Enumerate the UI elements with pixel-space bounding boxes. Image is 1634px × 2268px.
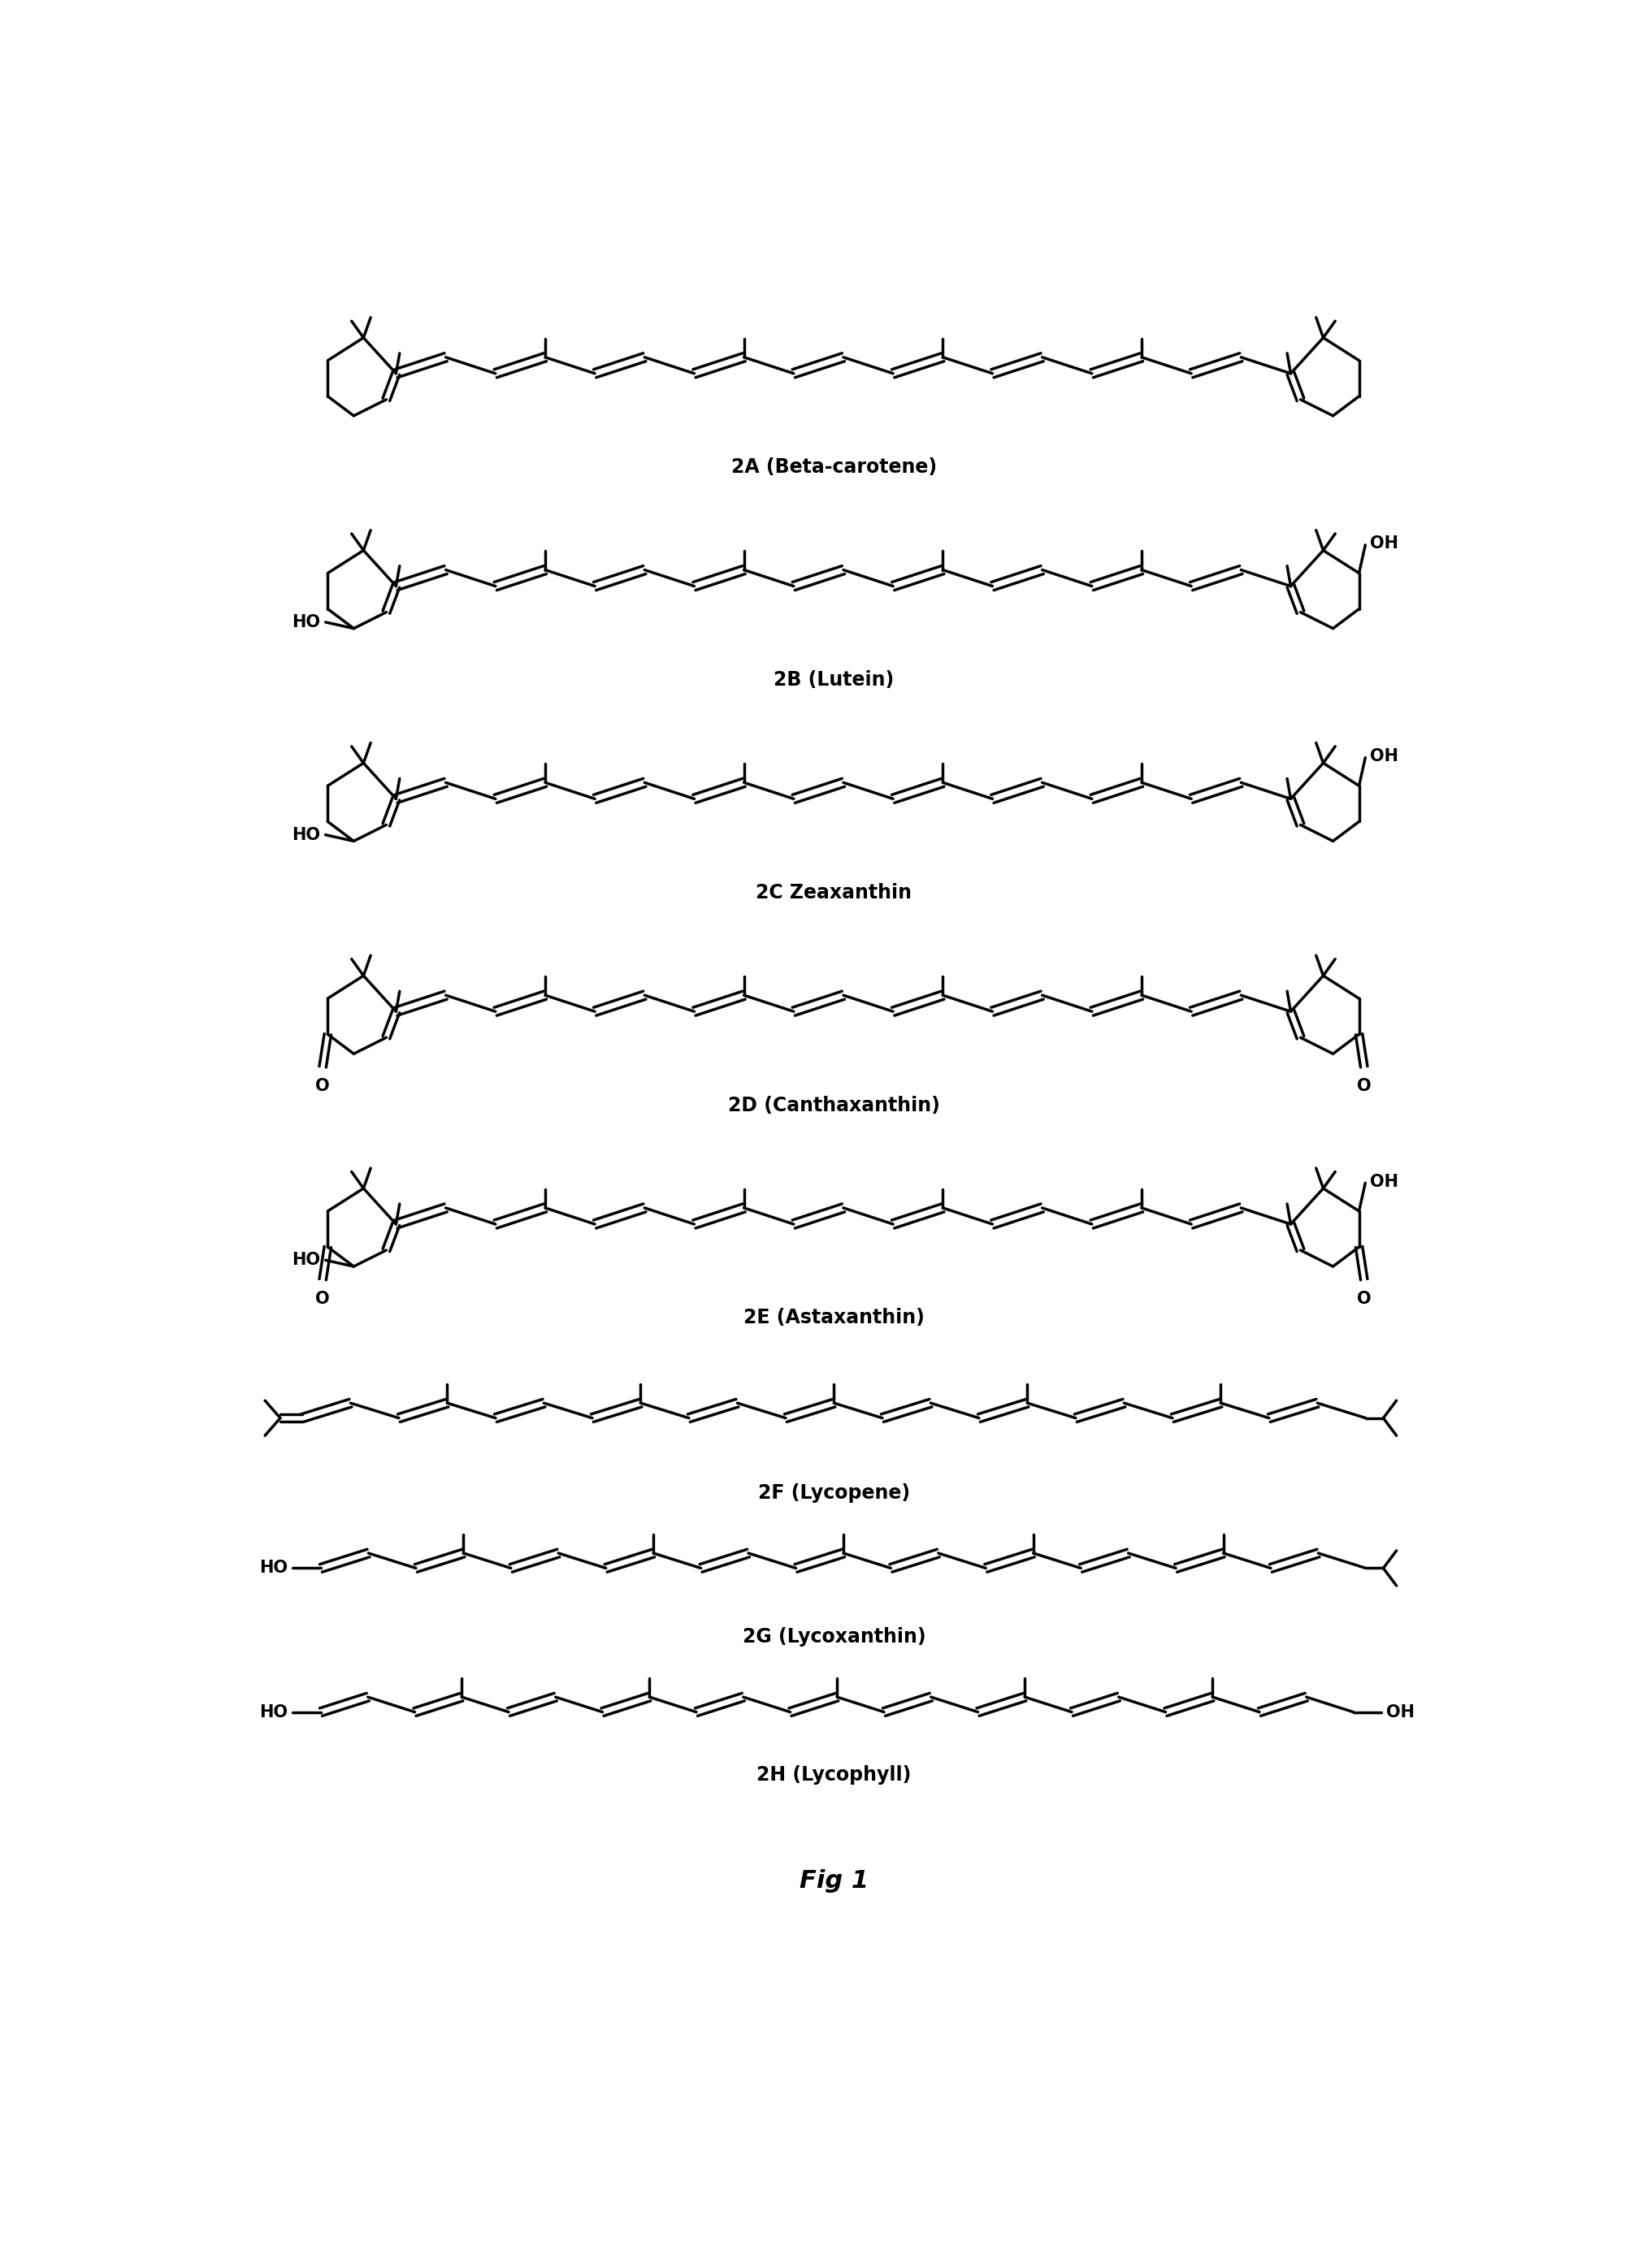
Text: 2F (Lycopene): 2F (Lycopene) xyxy=(758,1483,910,1504)
Text: HO: HO xyxy=(292,615,320,631)
Text: OH: OH xyxy=(1386,1703,1415,1719)
Text: O: O xyxy=(1356,1077,1371,1093)
Text: 2A (Beta-carotene): 2A (Beta-carotene) xyxy=(730,458,936,476)
Text: OH: OH xyxy=(1371,1173,1399,1191)
Text: 2G (Lycoxanthin): 2G (Lycoxanthin) xyxy=(742,1626,925,1647)
Text: 2C Zeaxanthin: 2C Zeaxanthin xyxy=(757,882,912,903)
Text: HO: HO xyxy=(292,828,320,844)
Text: Fig 1: Fig 1 xyxy=(799,1869,869,1894)
Text: O: O xyxy=(1356,1290,1371,1306)
Text: 2H (Lycophyll): 2H (Lycophyll) xyxy=(757,1765,912,1785)
Text: OH: OH xyxy=(1371,535,1399,551)
Text: O: O xyxy=(315,1290,330,1306)
Text: OH: OH xyxy=(1371,748,1399,764)
Text: HO: HO xyxy=(292,1252,320,1268)
Text: 2E (Astaxanthin): 2E (Astaxanthin) xyxy=(743,1309,925,1327)
Text: 2D (Canthaxanthin): 2D (Canthaxanthin) xyxy=(729,1095,940,1116)
Text: HO: HO xyxy=(260,1703,288,1719)
Text: 2B (Lutein): 2B (Lutein) xyxy=(775,671,894,689)
Text: O: O xyxy=(315,1077,330,1093)
Text: HO: HO xyxy=(260,1560,288,1576)
